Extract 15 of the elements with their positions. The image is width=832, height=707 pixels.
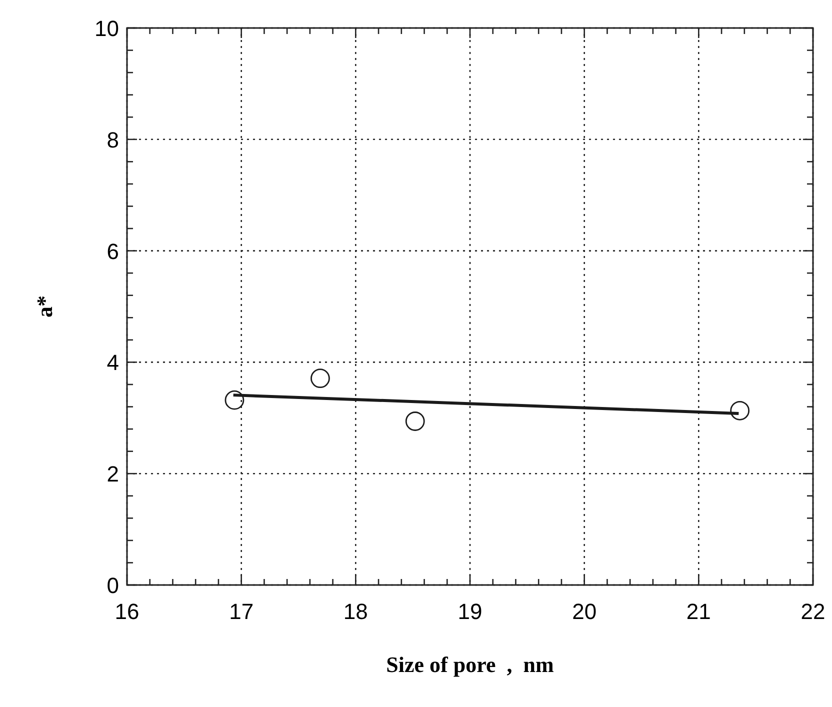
x-tick-label: 21 <box>686 599 711 624</box>
y-tick-label: 10 <box>94 16 119 41</box>
y-tick-label: 6 <box>106 238 119 264</box>
y-tick-label: 2 <box>106 462 119 487</box>
y-axis-title: a* <box>32 296 57 318</box>
x-tick-label: 22 <box>800 599 826 624</box>
x-tick-label: 16 <box>114 599 140 624</box>
x-tick-label: 19 <box>458 599 482 624</box>
x-tick-label: 20 <box>572 599 597 624</box>
y-tick-label: 8 <box>106 127 119 152</box>
x-tick-label: 17 <box>229 599 254 624</box>
x-tick-label: 18 <box>343 599 368 624</box>
y-tick-label: 4 <box>106 350 119 376</box>
x-axis-title: Size of pore , nm <box>386 652 554 677</box>
y-tick-label: 0 <box>106 573 119 598</box>
